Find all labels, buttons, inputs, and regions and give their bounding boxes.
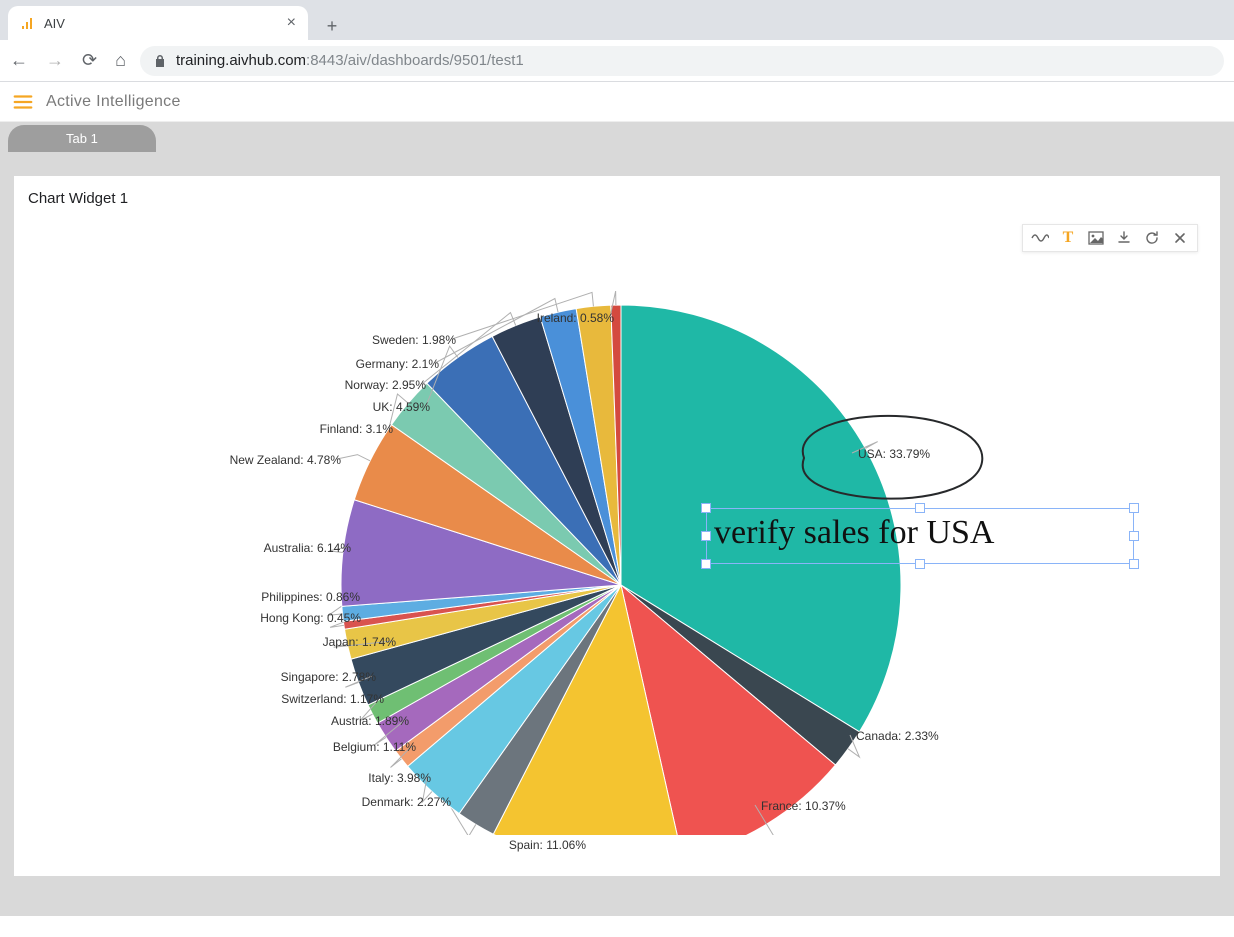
reload-button[interactable]: ⟳: [82, 50, 97, 71]
pie-slice-label: Philippines: 0.86%: [261, 590, 360, 604]
browser-tab[interactable]: AIV ×: [8, 6, 308, 40]
app-title: Active Intelligence: [46, 93, 181, 111]
pie-slice-label: Belgium: 1.11%: [333, 740, 416, 754]
selection-handle[interactable]: [915, 503, 925, 513]
text-icon[interactable]: T: [1059, 229, 1077, 247]
pie-chart[interactable]: USA: 33.79%Canada: 2.33%France: 10.37%Sp…: [26, 215, 1208, 835]
pie-slice-label: Australia: 6.14%: [264, 541, 351, 555]
tab-title: AIV: [44, 16, 279, 31]
pie-slice-label: Denmark: 2.27%: [362, 795, 451, 809]
widget-toolbar: T: [1022, 224, 1198, 252]
pie-slice-label: Italy: 3.98%: [368, 771, 431, 785]
wave-icon[interactable]: [1031, 229, 1049, 247]
selection-handle[interactable]: [1129, 531, 1139, 541]
selection-handle[interactable]: [701, 531, 711, 541]
forward-button[interactable]: →: [46, 50, 64, 71]
pie-slice-label: Ireland: 0.58%: [537, 311, 614, 325]
pie-slice-label: Singapore: 2.78%: [281, 670, 376, 684]
pie-slice-label: Hong Kong: 0.45%: [260, 611, 361, 625]
widget-title: Chart Widget 1: [26, 186, 1208, 215]
app-header: Active Intelligence: [0, 82, 1234, 122]
pie-slice-label: New Zealand: 4.78%: [230, 453, 341, 467]
pie-slice-label: Finland: 3.1%: [320, 422, 393, 436]
lock-icon: [154, 54, 166, 68]
selection-handle[interactable]: [1129, 559, 1139, 569]
pie-slice-label: Japan: 1.74%: [323, 635, 396, 649]
browser-toolbar: ← → ⟳ ⌂ training.aivhub.com:8443/aiv/das…: [0, 40, 1234, 82]
browser-chrome: AIV × + ← → ⟳ ⌂ training.aivhub.com:8443…: [0, 0, 1234, 82]
close-icon[interactable]: [1171, 229, 1189, 247]
pie-slice-label: Canada: 2.33%: [856, 729, 939, 743]
selection-handle[interactable]: [1129, 503, 1139, 513]
browser-tabstrip: AIV × +: [0, 0, 1234, 40]
pie-slice-label: Germany: 2.1%: [356, 357, 439, 371]
text-annotation[interactable]: verify sales for USA: [714, 514, 994, 552]
selection-handle[interactable]: [701, 503, 711, 513]
home-button[interactable]: ⌂: [115, 50, 126, 71]
address-bar[interactable]: training.aivhub.com:8443/aiv/dashboards/…: [140, 46, 1224, 76]
hamburger-icon[interactable]: [12, 91, 34, 113]
pie-slice-label: Austria: 1.89%: [331, 714, 409, 728]
url-text: training.aivhub.com:8443/aiv/dashboards/…: [176, 52, 524, 69]
download-icon[interactable]: [1115, 229, 1133, 247]
pie-slice-label: USA: 33.79%: [858, 447, 930, 461]
pie-slice-label: Switzerland: 1.17%: [281, 692, 384, 706]
dashboard-tabstrip: Tab 1: [0, 122, 1234, 152]
dashboard-canvas: Chart Widget 1 T USA: 33.79% Canada: 2.33…: [0, 152, 1234, 916]
dashboard-tab[interactable]: Tab 1: [8, 125, 156, 152]
selection-handle[interactable]: [701, 559, 711, 569]
chart-widget: Chart Widget 1 T USA: 33.79% Canada: 2.33…: [14, 176, 1220, 876]
refresh-icon[interactable]: [1143, 229, 1161, 247]
pie-slice-label: Spain: 11.06%: [509, 838, 586, 852]
selection-handle[interactable]: [915, 559, 925, 569]
back-button[interactable]: ←: [10, 50, 28, 71]
tab-close-icon[interactable]: ×: [287, 14, 296, 32]
pie-slice-label: France: 10.37%: [761, 799, 846, 813]
pie-slice-label: Norway: 2.95%: [345, 378, 426, 392]
browser-nav: ← → ⟳ ⌂: [10, 50, 126, 71]
new-tab-button[interactable]: +: [318, 12, 346, 40]
pie-slice-label: UK: 4.59%: [373, 400, 430, 414]
tab-favicon-icon: [20, 15, 36, 31]
pie-slice-label: Sweden: 1.98%: [372, 333, 456, 347]
image-icon[interactable]: [1087, 229, 1105, 247]
